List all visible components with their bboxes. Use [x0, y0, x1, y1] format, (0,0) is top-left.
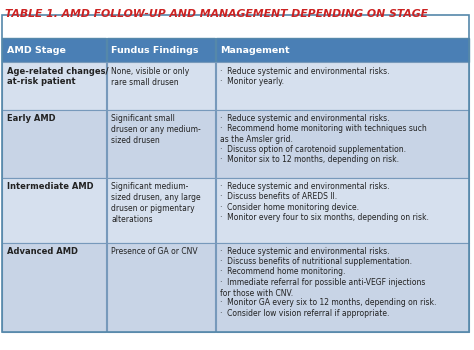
Bar	[107, 110, 215, 178]
Text: Intermediate AMD: Intermediate AMD	[7, 182, 94, 191]
Text: ·  Recommend home monitoring.: · Recommend home monitoring.	[220, 267, 346, 276]
Text: ·  Monitor yearly.: · Monitor yearly.	[220, 77, 284, 86]
Text: ·  Consider low vision referral if appropriate.: · Consider low vision referral if approp…	[220, 309, 390, 318]
Text: ·  Reduce systemic and environmental risks.: · Reduce systemic and environmental risk…	[220, 182, 390, 191]
Bar	[2, 243, 106, 332]
Bar	[216, 110, 469, 178]
Bar	[2, 62, 106, 110]
Text: Significant small
drusen or any medium-
sized drusen: Significant small drusen or any medium- …	[111, 114, 201, 145]
Text: ·  Reduce systemic and environmental risks.: · Reduce systemic and environmental risk…	[220, 66, 390, 76]
Bar	[216, 243, 469, 332]
Text: ·  Discuss benefits of AREDS II.: · Discuss benefits of AREDS II.	[220, 192, 337, 201]
Bar	[216, 178, 469, 243]
Bar	[2, 110, 106, 178]
Text: ·  Immediate referral for possible anti-VEGF injections
for those with CNV.: · Immediate referral for possible anti-V…	[220, 278, 426, 298]
Bar	[216, 62, 469, 110]
Text: None, visible or only
rare small drusen: None, visible or only rare small drusen	[111, 66, 190, 86]
Bar	[216, 38, 469, 62]
Bar	[107, 62, 215, 110]
Text: Age-related changes/
at-risk patient: Age-related changes/ at-risk patient	[7, 66, 109, 86]
Text: ·  Monitor GA every six to 12 months, depending on risk.: · Monitor GA every six to 12 months, dep…	[220, 298, 437, 307]
Text: Management: Management	[220, 46, 290, 55]
Text: Fundus Findings: Fundus Findings	[111, 46, 199, 55]
Text: ·  Discuss benefits of nutritional supplementation.: · Discuss benefits of nutritional supple…	[220, 257, 412, 266]
Text: Early AMD: Early AMD	[7, 114, 56, 123]
Bar	[107, 243, 215, 332]
Bar	[107, 178, 215, 243]
Text: Advanced AMD: Advanced AMD	[7, 247, 78, 256]
Text: ·  Reduce systemic and environmental risks.: · Reduce systemic and environmental risk…	[220, 247, 390, 256]
Text: ·  Monitor every four to six months, depending on risk.: · Monitor every four to six months, depe…	[220, 213, 429, 222]
Text: Presence of GA or CNV: Presence of GA or CNV	[111, 247, 198, 256]
Text: ·  Discuss option of carotenoid supplementation.: · Discuss option of carotenoid supplemen…	[220, 145, 406, 154]
Text: TABLE 1. AMD FOLLOW-UP AND MANAGEMENT DEPENDING ON STAGE: TABLE 1. AMD FOLLOW-UP AND MANAGEMENT DE…	[5, 9, 428, 19]
Bar	[2, 178, 106, 243]
Bar	[2, 38, 106, 62]
Text: AMD Stage: AMD Stage	[7, 46, 66, 55]
Text: Significant medium-
sized drusen, any large
drusen or pigmentary
alterations: Significant medium- sized drusen, any la…	[111, 182, 201, 224]
Bar	[107, 38, 215, 62]
Text: ·  Reduce systemic and environmental risks.: · Reduce systemic and environmental risk…	[220, 114, 390, 123]
Text: ·  Monitor six to 12 months, depending on risk.: · Monitor six to 12 months, depending on…	[220, 155, 400, 164]
Text: ·  Consider home monitoring device.: · Consider home monitoring device.	[220, 203, 359, 212]
Text: ·  Recommend home monitoring with techniques such
as the Amsler grid.: · Recommend home monitoring with techniq…	[220, 124, 427, 144]
